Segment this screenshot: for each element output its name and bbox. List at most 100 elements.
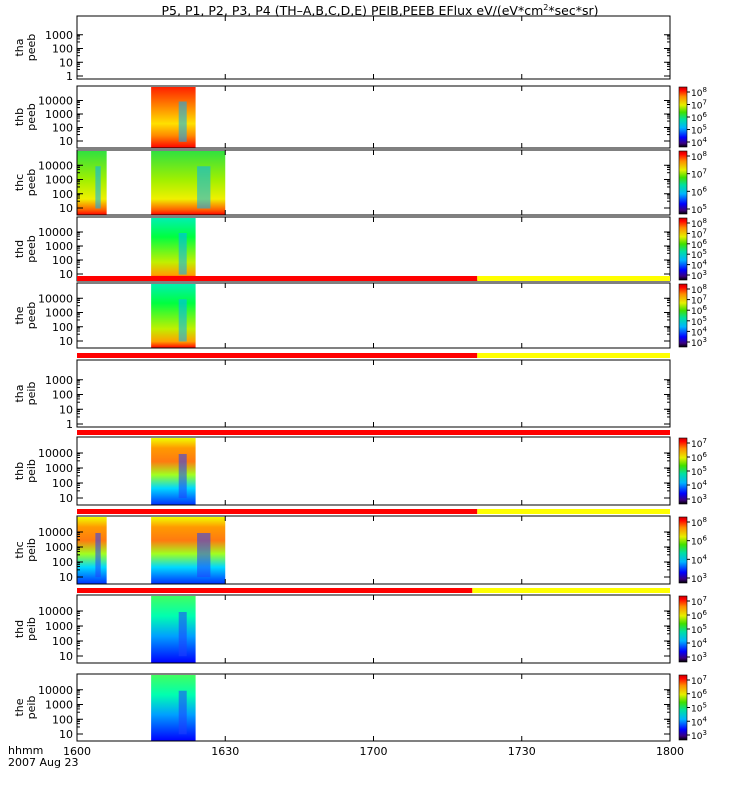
y-tick-label: 10: [59, 650, 73, 663]
colorbar-tick-label: 108: [691, 86, 707, 99]
colorbar-tick-label: 106: [691, 185, 707, 198]
colorbar-tick-label: 105: [691, 702, 707, 715]
y-tick-label: 1000: [45, 240, 73, 253]
panel-frame: [76, 359, 671, 428]
y-tick-label: 1000: [45, 699, 73, 712]
y-tick-label: 1000: [45, 307, 73, 320]
colorbar: [678, 150, 688, 215]
y-tick-label: 10000: [38, 526, 73, 539]
colorbar-tick-label: 103: [691, 572, 707, 585]
colorbar-tick-label: 107: [691, 99, 707, 112]
date-label: 2007 Aug 23: [8, 756, 78, 769]
colorbar: [678, 516, 688, 584]
colorbar-tick-label: 106: [691, 111, 707, 124]
colorbar-tick-label: 105: [691, 248, 707, 261]
colorbar-tick-label: 107: [691, 168, 707, 181]
y-tick-label: 10: [59, 268, 73, 281]
status-bar-red: [77, 430, 670, 435]
y-tick-label: 100: [52, 254, 73, 267]
y-tick-label: 100: [52, 556, 73, 569]
spectrogram-block: [151, 87, 196, 148]
panel-label: thdpeib: [13, 617, 38, 641]
colorbar-tick-label: 106: [691, 238, 707, 251]
colorbar-tick-label: 107: [691, 595, 707, 608]
spectrogram-block: [151, 675, 196, 741]
spectrogram-feature: [178, 299, 187, 342]
colorbar-tick-label: 103: [691, 269, 707, 282]
y-tick-label: 10: [59, 135, 73, 148]
spectrogram-block: [151, 517, 226, 584]
panel-label: thcpeib: [13, 538, 38, 562]
status-bar-yellow: [477, 276, 670, 281]
panel-label: thdpeeb: [13, 235, 38, 263]
colorbar-tick-label: 103: [691, 336, 707, 349]
panel-label: thepeeb: [13, 302, 38, 330]
panel-label: thepeib: [13, 696, 38, 720]
status-bar-red: [77, 276, 478, 281]
spectrogram-feature: [178, 454, 187, 499]
spectrogram-block: [77, 517, 107, 584]
colorbar: [678, 674, 688, 741]
y-tick-label: 10: [59, 202, 73, 215]
y-tick-label: 100: [52, 122, 73, 135]
panel-label: thbpeeb: [13, 103, 38, 131]
colorbar-tick-label: 107: [691, 227, 707, 240]
spectrogram-block: [151, 218, 196, 281]
y-tick-label: 100: [52, 635, 73, 648]
y-tick-label: 10: [59, 403, 73, 416]
y-tick-label: 1000: [45, 541, 73, 554]
colorbar-tick-label: 104: [691, 479, 707, 492]
colorbar: [678, 217, 688, 281]
colorbar-tick-label: 107: [691, 294, 707, 307]
colorbar-tick-label: 108: [691, 217, 707, 230]
y-tick-label: 10000: [38, 95, 73, 108]
spectrogram-block: [151, 284, 196, 348]
x-tick-label: 1700: [360, 745, 388, 758]
spectrogram-feature: [178, 101, 187, 142]
y-tick-label: 10: [59, 56, 73, 69]
y-tick-label: 10000: [38, 292, 73, 305]
colorbar-tick-label: 104: [691, 259, 707, 272]
colorbar: [678, 437, 688, 505]
colorbar-tick-label: 108: [691, 150, 707, 163]
y-tick-label: 10000: [38, 684, 73, 697]
colorbar: [678, 283, 688, 348]
colorbar-tick-label: 105: [691, 124, 707, 137]
colorbar-tick-label: 106: [691, 688, 707, 701]
x-tick-label: 1630: [211, 745, 239, 758]
y-tick-label: 1: [66, 70, 73, 83]
colorbar-tick-label: 108: [691, 283, 707, 296]
x-tick-label: 1600: [63, 745, 91, 758]
y-tick-label: 100: [52, 477, 73, 490]
colorbar-tick-label: 107: [691, 674, 707, 687]
spectrogram-block: [151, 596, 196, 663]
colorbar-tick-label: 106: [691, 451, 707, 464]
y-tick-label: 10: [59, 492, 73, 505]
colorbar-tick-label: 106: [691, 535, 707, 548]
panel-stack: 1101001000thapeeb10100100010000thbpeeb10…: [13, 15, 707, 758]
panel-label: thcpeeb: [13, 169, 38, 197]
panel-label: thapeeb: [13, 34, 38, 62]
y-tick-label: 1000: [45, 374, 73, 387]
status-bar-red: [77, 588, 473, 593]
spectrogram-feature: [197, 533, 211, 578]
colorbar-tick-label: 104: [691, 715, 707, 728]
colorbar-tick-label: 105: [691, 203, 707, 216]
spectrogram-feature: [95, 533, 101, 578]
y-tick-label: 10000: [38, 447, 73, 460]
colorbar: [678, 86, 688, 148]
panel-frame: [76, 15, 671, 80]
colorbar-tick-label: 105: [691, 465, 707, 478]
y-tick-label: 10: [59, 571, 73, 584]
y-tick-label: 100: [52, 713, 73, 726]
colorbar-tick-label: 103: [691, 651, 707, 664]
y-tick-label: 10000: [38, 226, 73, 239]
colorbar-tick-label: 106: [691, 304, 707, 317]
